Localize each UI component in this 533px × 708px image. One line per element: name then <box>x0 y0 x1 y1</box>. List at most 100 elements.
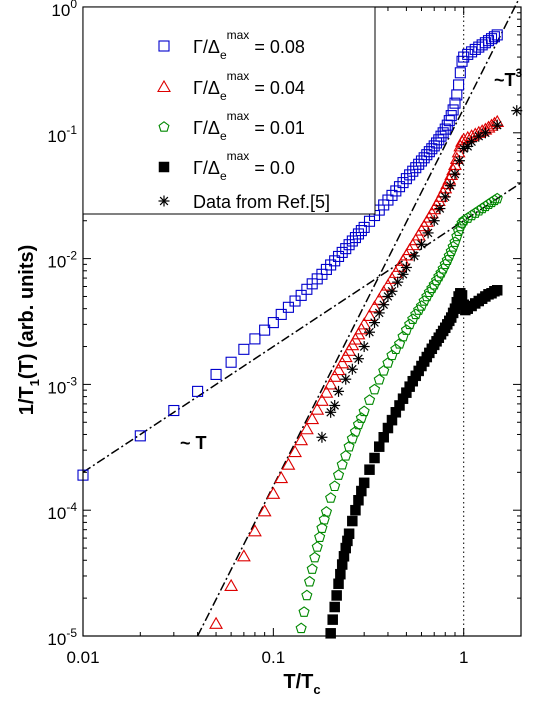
data-point <box>318 513 330 525</box>
data-point <box>410 162 422 174</box>
data-point <box>430 274 443 286</box>
legend-label: Γ/Δemax = 0.01 <box>193 109 305 143</box>
data-point <box>400 324 412 335</box>
data-point <box>323 377 338 390</box>
data-point <box>343 440 355 452</box>
data-point <box>225 356 237 368</box>
data-point <box>421 290 433 302</box>
data-point <box>418 295 430 306</box>
data-point <box>306 563 318 574</box>
y-tick-exponent: -1 <box>66 123 77 137</box>
data-point <box>303 575 316 587</box>
data-point <box>485 196 498 208</box>
fit-lines <box>82 0 522 637</box>
data-point <box>325 259 337 271</box>
legend-box <box>82 6 376 215</box>
legend-label-suffix: = 0.01 <box>249 118 305 138</box>
data-point <box>333 385 345 397</box>
data-point <box>393 181 406 193</box>
data-point <box>390 343 402 355</box>
legend-label-sub: e <box>220 48 227 62</box>
data-point <box>210 368 222 380</box>
data-point <box>274 470 289 484</box>
y-tick-label: 10-5 <box>47 626 77 649</box>
data-point <box>358 477 370 489</box>
data-point <box>393 338 406 349</box>
data-point <box>316 522 328 533</box>
data-point <box>451 145 466 158</box>
data-point <box>333 578 344 590</box>
data-point <box>413 304 425 315</box>
data-point <box>358 341 370 353</box>
data-point <box>473 41 485 53</box>
data-point <box>311 541 323 552</box>
data-point <box>415 238 427 250</box>
legend-label-suffix: = 0.0 <box>249 158 295 178</box>
data-point <box>364 326 376 338</box>
data-point <box>479 37 491 49</box>
data-point <box>447 240 459 252</box>
data-point <box>192 385 204 397</box>
data-point <box>485 33 498 45</box>
data-point <box>453 79 465 91</box>
legend-marker <box>157 79 171 93</box>
legend-label-prefix: Γ/Δ <box>193 158 220 178</box>
y-axis-title-main: 1/T <box>16 386 38 415</box>
data-point <box>488 194 501 206</box>
data-point <box>428 215 440 227</box>
data-point <box>298 606 310 617</box>
legend-label-sub: e <box>220 89 227 103</box>
data-point <box>433 270 445 282</box>
data-point <box>453 155 465 167</box>
fit-line-2 <box>196 0 520 637</box>
data-points <box>77 29 523 639</box>
data-point <box>331 590 342 601</box>
data-point <box>282 301 294 313</box>
data-point <box>488 31 500 43</box>
data-point <box>449 97 461 109</box>
y-tick-label: 100 <box>51 0 77 20</box>
data-point <box>249 333 261 345</box>
data-point <box>404 169 416 181</box>
data-point <box>437 127 449 139</box>
axis-titles: T/Tc 1/T1(T) (arb. units) <box>16 245 321 697</box>
data-point <box>456 55 468 67</box>
y-tick-exponent: -2 <box>66 249 77 263</box>
data-point <box>247 524 262 537</box>
data-point <box>299 422 314 435</box>
data-point <box>327 614 338 625</box>
legend-label: Data from Ref.[5] <box>193 192 330 212</box>
data-point <box>355 225 367 237</box>
y-tick-base: 10 <box>47 504 66 523</box>
data-point <box>362 308 377 322</box>
data-point <box>386 285 398 297</box>
data-point <box>352 228 365 240</box>
data-point <box>407 313 419 324</box>
y-axis-title-sub: 1 <box>27 379 42 386</box>
data-point <box>363 394 376 405</box>
fit-label-cubic: ~T3 <box>494 66 523 90</box>
data-point <box>392 276 404 288</box>
data-point <box>209 616 223 629</box>
y-tick-label: 10-2 <box>47 249 77 272</box>
data-point <box>314 531 326 542</box>
data-point <box>257 504 272 517</box>
data-point <box>408 250 420 262</box>
data-point <box>482 35 495 47</box>
data-point <box>400 173 412 185</box>
x-tick-label: 0.01 <box>66 648 99 667</box>
data-point <box>346 363 358 375</box>
data-point <box>349 232 362 244</box>
data-point <box>456 290 468 301</box>
data-point <box>449 236 461 247</box>
legend-marker <box>158 121 170 132</box>
data-point <box>373 441 385 452</box>
data-point <box>445 245 457 257</box>
data-point <box>335 568 346 580</box>
data-point <box>343 239 355 251</box>
data-point <box>367 300 382 313</box>
data-point <box>426 282 438 294</box>
data-point <box>451 230 463 242</box>
data-point <box>422 227 434 239</box>
